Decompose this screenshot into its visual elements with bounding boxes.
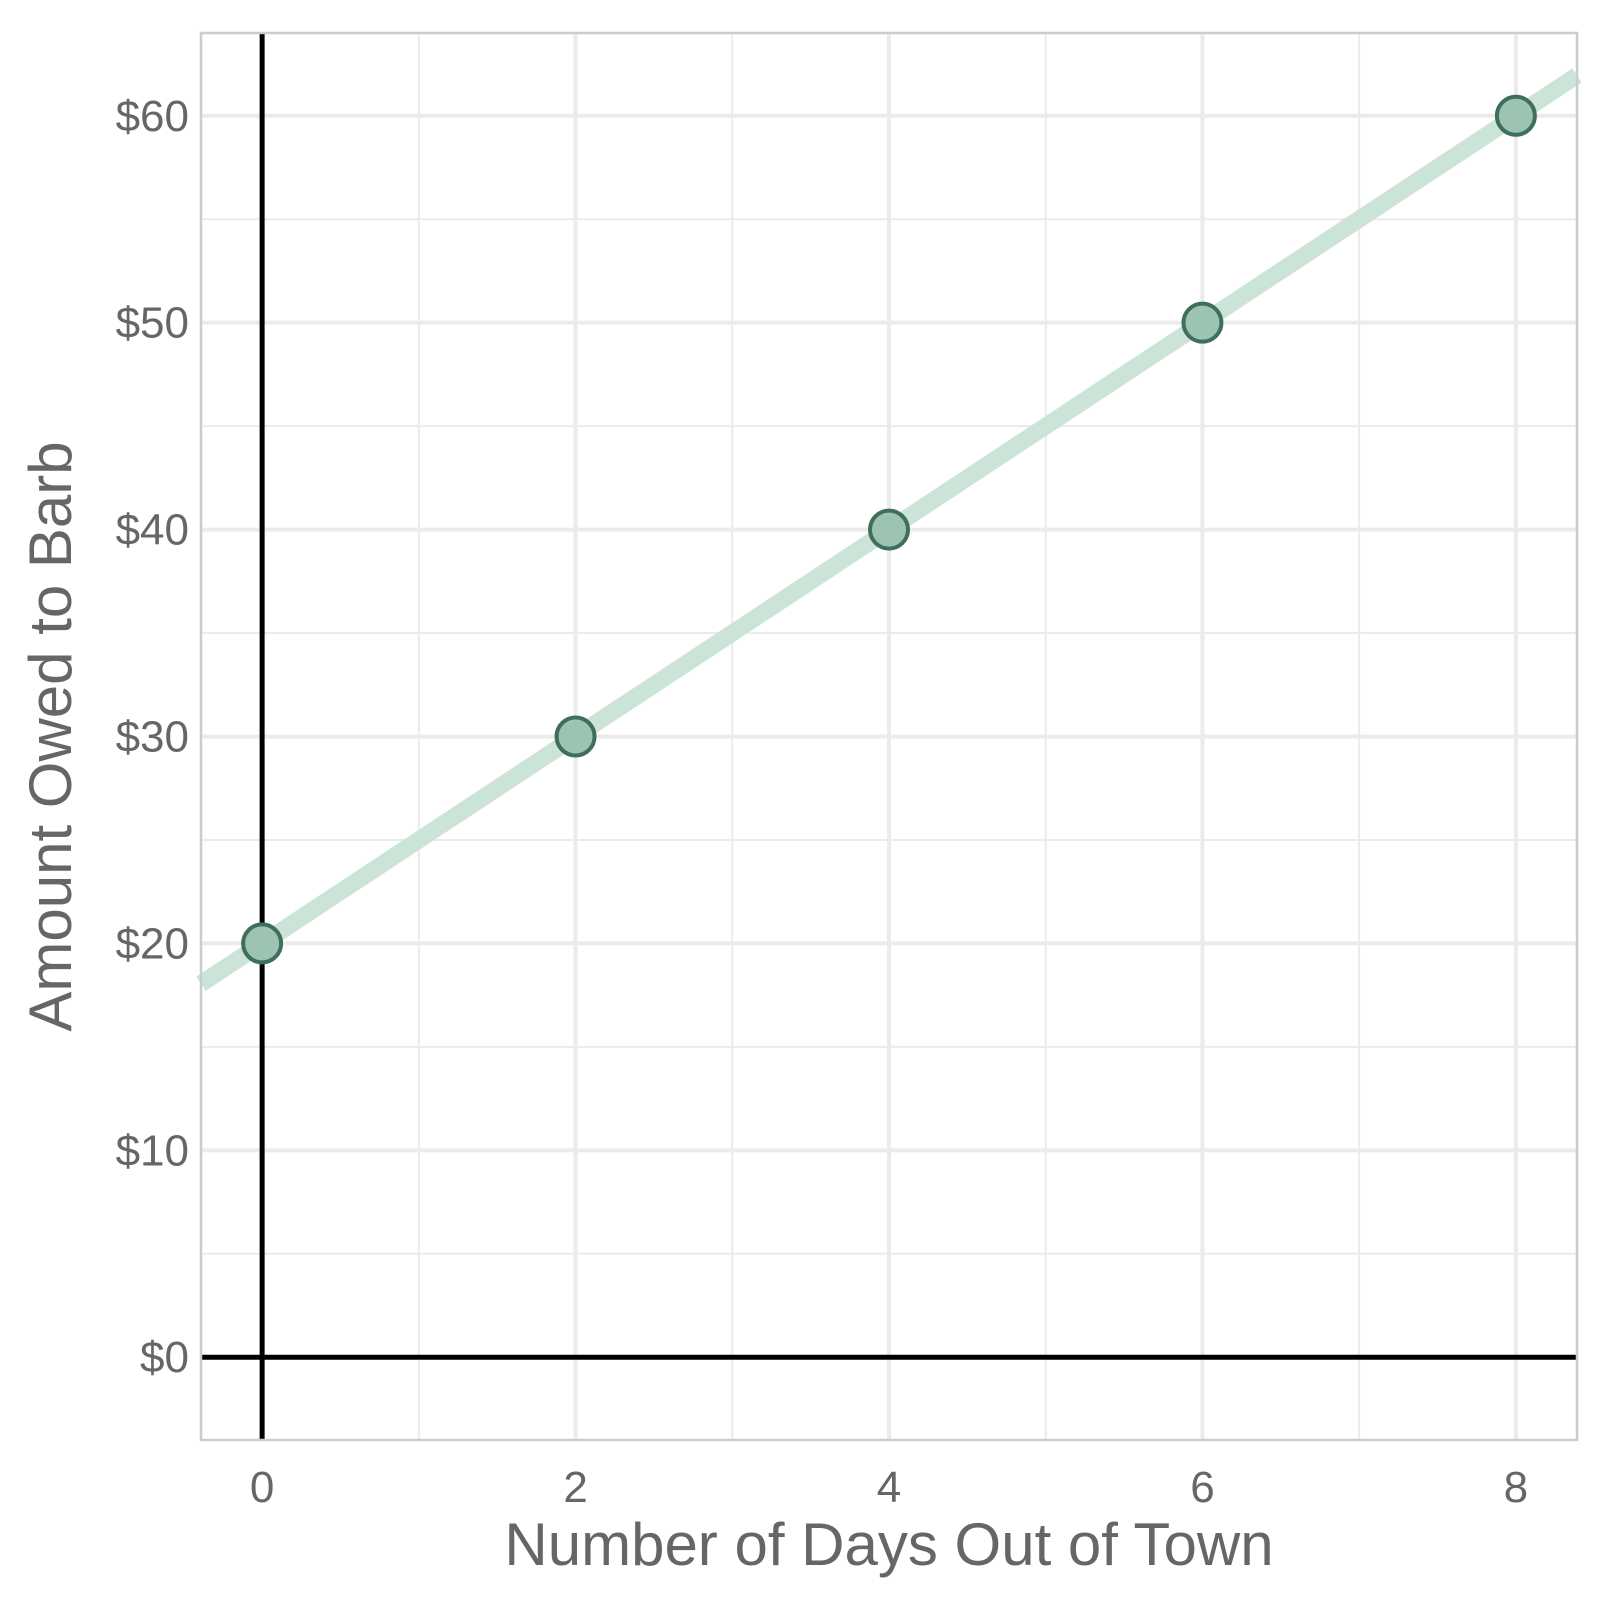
x-tick-label: 4: [877, 1463, 901, 1512]
data-point: [243, 924, 281, 962]
data-point: [1497, 97, 1535, 135]
y-tick-label: $60: [116, 92, 189, 141]
y-axis-title: Amount Owed to Barb: [17, 441, 84, 1031]
x-tick-label: 8: [1504, 1463, 1528, 1512]
x-tick-label: 2: [563, 1463, 587, 1512]
data-point: [870, 511, 908, 549]
data-point: [1183, 304, 1221, 342]
x-axis-title: Number of Days Out of Town: [504, 1511, 1273, 1578]
y-tick-label: $50: [116, 299, 189, 348]
data-point: [557, 718, 595, 756]
y-tick-label: $30: [116, 713, 189, 762]
x-tick-label: 6: [1190, 1463, 1214, 1512]
y-tick-label: $40: [116, 506, 189, 555]
y-tick-label: $10: [116, 1126, 189, 1175]
x-tick-label: 0: [250, 1463, 274, 1512]
y-tick-label: $20: [116, 919, 189, 968]
y-tick-label: $0: [140, 1333, 189, 1382]
